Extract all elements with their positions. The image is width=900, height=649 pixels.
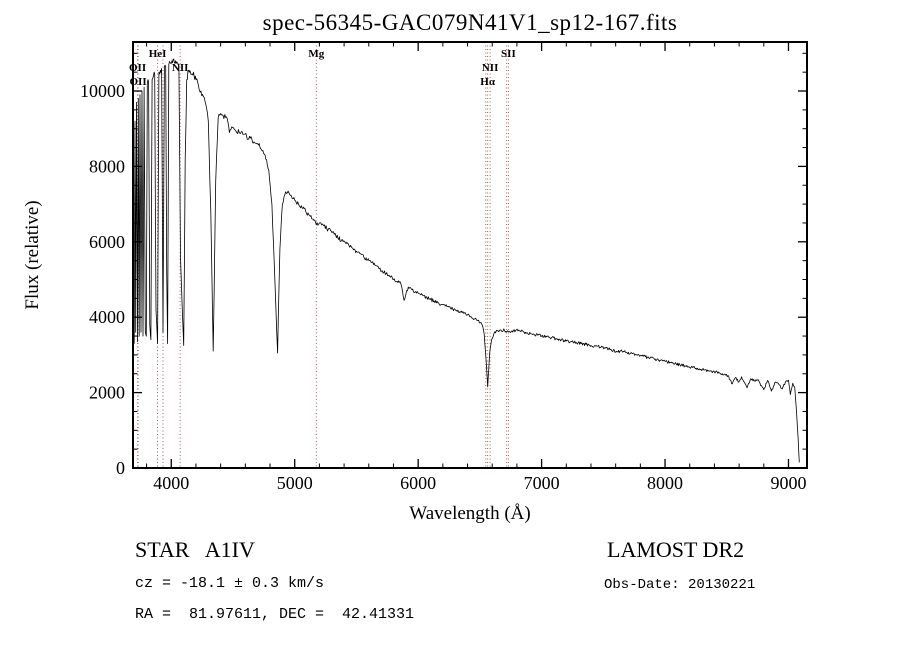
spectrum-line-group [133,58,800,463]
svg-text:NII: NII [172,62,189,74]
axes: 4000 5000 6000 7000 8000 9000 0 2000 4000 6000 800… [80,41,808,493]
svg-text:7000: 7000 [524,473,560,493]
svg-text:8000: 8000 [647,473,683,493]
svg-text:4000: 4000 [153,473,189,493]
svg-text:OII: OII [129,62,146,74]
svg-text:5000: 5000 [277,473,313,493]
x-axis-label: Wavelength (Å) [409,503,531,524]
survey-release-label: LAMOST DR2 [607,537,745,562]
svg-text:8000: 8000 [89,156,125,176]
ra-dec-text: RA = 81.97611, DEC = 42.41331 [135,606,415,623]
y-axis-label: Flux (relative) [22,200,43,310]
svg-text:6000: 6000 [400,473,436,493]
svg-text:4000: 4000 [89,307,125,327]
svg-text:HeI: HeI [149,48,167,60]
star-classification: STAR A1IV [135,537,255,562]
svg-text:Hα: Hα [480,76,496,88]
svg-text:NII: NII [482,62,499,74]
obs-date-text: Obs-Date: 20130221 [604,577,756,593]
svg-text:2000: 2000 [89,383,125,403]
svg-text:SII: SII [501,48,516,60]
svg-text:10000: 10000 [80,81,125,101]
svg-text:0: 0 [116,458,125,478]
svg-text:Mg: Mg [308,48,324,60]
svg-text:9000: 9000 [770,473,806,493]
plot-title: spec-56345-GAC079N41V1_sp12-167.fits [262,10,678,35]
spectrum-line [133,58,800,463]
svg-text:6000: 6000 [89,232,125,252]
radial-velocity-text: cz = -18.1 ± 0.3 km/s [135,575,325,592]
